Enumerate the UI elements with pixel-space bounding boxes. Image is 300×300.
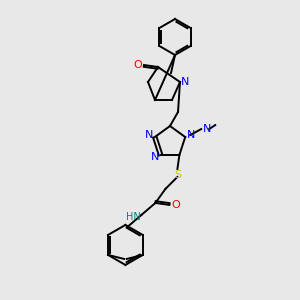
- Text: N: N: [145, 130, 153, 140]
- Text: N: N: [181, 77, 189, 87]
- Text: O: O: [171, 200, 180, 210]
- Text: O: O: [134, 60, 142, 70]
- Text: HN: HN: [126, 212, 141, 222]
- Text: S: S: [174, 170, 181, 180]
- Text: N: N: [187, 130, 195, 140]
- Text: N: N: [150, 152, 159, 162]
- Text: N: N: [203, 124, 212, 134]
